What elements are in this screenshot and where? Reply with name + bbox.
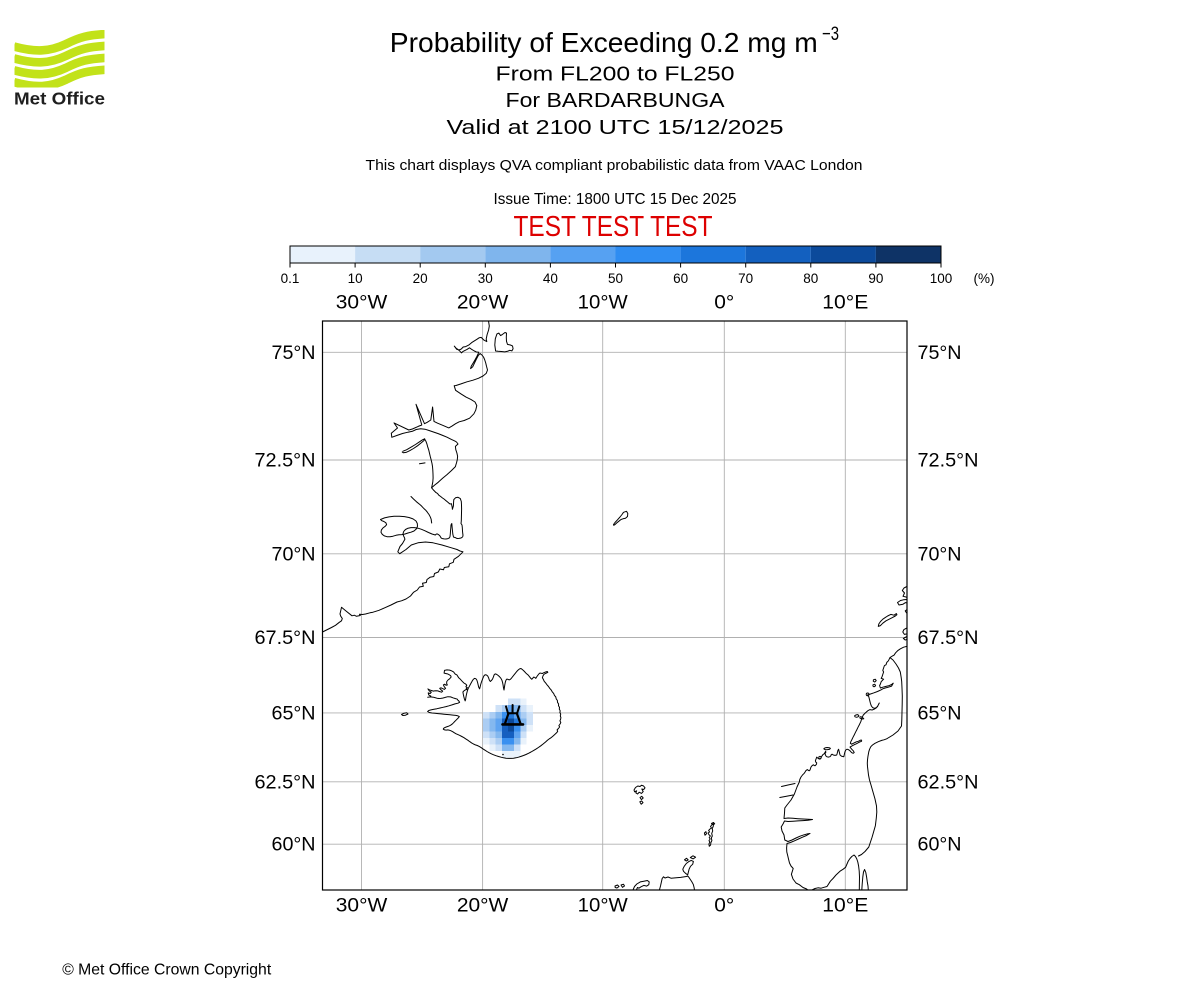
svg-text:20°W: 20°W bbox=[457, 896, 509, 917]
svg-text:0°: 0° bbox=[714, 896, 734, 917]
svg-text:30°W: 30°W bbox=[336, 293, 388, 314]
svg-text:Met Office: Met Office bbox=[14, 89, 105, 109]
svg-text:60: 60 bbox=[673, 271, 688, 286]
svg-text:Valid at 2100 UTC 15/12/2025: Valid at 2100 UTC 15/12/2025 bbox=[447, 116, 784, 139]
svg-text:65°N: 65°N bbox=[918, 703, 962, 724]
svg-text:This chart displays QVA compli: This chart displays QVA compliant probab… bbox=[366, 157, 863, 174]
svg-text:10: 10 bbox=[348, 271, 363, 286]
svg-text:62.5°N: 62.5°N bbox=[255, 772, 316, 793]
svg-text:90: 90 bbox=[868, 271, 883, 286]
svg-text:67.5°N: 67.5°N bbox=[255, 628, 316, 649]
svg-text:60°N: 60°N bbox=[918, 835, 962, 856]
svg-text:70: 70 bbox=[738, 271, 753, 286]
svg-text:(%): (%) bbox=[974, 271, 995, 286]
svg-text:10°E: 10°E bbox=[822, 293, 868, 314]
svg-text:60°N: 60°N bbox=[272, 835, 316, 856]
svg-text:TEST TEST TEST: TEST TEST TEST bbox=[514, 211, 713, 243]
svg-text:30°W: 30°W bbox=[336, 896, 388, 917]
svg-text:72.5°N: 72.5°N bbox=[918, 451, 979, 472]
svg-text:30: 30 bbox=[478, 271, 493, 286]
svg-text:75°N: 75°N bbox=[918, 343, 962, 364]
svg-text:67.5°N: 67.5°N bbox=[918, 628, 979, 649]
svg-text:© Met Office Crown Copyright: © Met Office Crown Copyright bbox=[62, 962, 272, 979]
svg-text:From FL200 to FL250: From FL200 to FL250 bbox=[496, 63, 735, 86]
svg-text:0°: 0° bbox=[714, 293, 734, 314]
svg-text:10°W: 10°W bbox=[578, 293, 628, 314]
svg-text:72.5°N: 72.5°N bbox=[255, 451, 316, 472]
svg-text:40: 40 bbox=[543, 271, 558, 286]
svg-text:10°W: 10°W bbox=[578, 896, 628, 917]
svg-text:65°N: 65°N bbox=[272, 703, 316, 724]
svg-text:Issue Time: 1800 UTC 15 Dec 20: Issue Time: 1800 UTC 15 Dec 2025 bbox=[494, 191, 737, 208]
svg-text:80: 80 bbox=[803, 271, 818, 286]
svg-text:70°N: 70°N bbox=[918, 544, 962, 565]
svg-text:−3: −3 bbox=[822, 23, 839, 45]
svg-text:75°N: 75°N bbox=[272, 343, 316, 364]
svg-text:0.1: 0.1 bbox=[281, 271, 300, 286]
svg-text:50: 50 bbox=[608, 271, 623, 286]
svg-text:20: 20 bbox=[413, 271, 428, 286]
svg-text:10°E: 10°E bbox=[822, 896, 868, 917]
svg-text:62.5°N: 62.5°N bbox=[918, 772, 979, 793]
svg-text:70°N: 70°N bbox=[272, 544, 316, 565]
svg-text:Probability of Exceeding 0.2 m: Probability of Exceeding 0.2 mg m bbox=[390, 27, 818, 58]
svg-text:100: 100 bbox=[930, 271, 953, 286]
svg-text:20°W: 20°W bbox=[457, 293, 509, 314]
svg-text:For BARDARBUNGA: For BARDARBUNGA bbox=[506, 89, 725, 112]
